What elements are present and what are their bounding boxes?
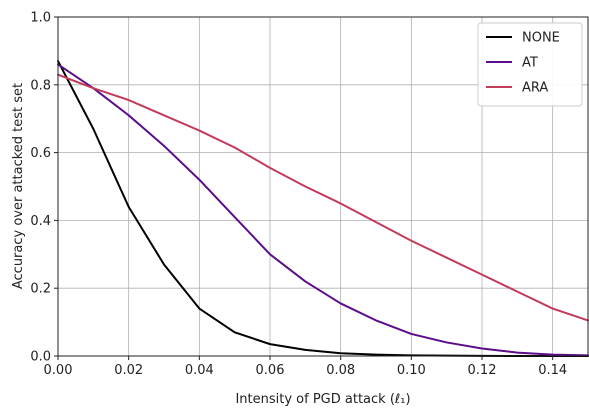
legend: NONE AT ARA <box>477 22 583 107</box>
x-tick-label: 0.14 <box>538 363 567 378</box>
series-line-at <box>57 63 589 357</box>
x-tick-label: 0.04 <box>185 363 214 378</box>
x-axis: 0.00 0.02 0.04 0.06 0.08 0.10 0.12 0.14 <box>44 356 567 378</box>
legend-box <box>477 22 583 107</box>
y-axis: 0.0 0.2 0.4 0.6 0.8 1.0 <box>30 11 58 365</box>
x-tick-label: 0.06 <box>256 363 285 378</box>
x-tick-label: 0.02 <box>114 363 143 378</box>
plot-frame <box>57 16 589 357</box>
legend-label-ara: ARA <box>522 81 548 96</box>
y-tick-label: 0.8 <box>30 78 51 93</box>
y-tick-label: 0.6 <box>30 146 51 161</box>
series-line-ara <box>57 73 589 322</box>
y-tick-label: 0.4 <box>30 214 51 229</box>
x-tick-label: 0.12 <box>468 363 497 378</box>
x-tick-label: 0.10 <box>397 363 426 378</box>
y-tick-label: 0.0 <box>30 350 51 365</box>
x-tick-label: 0.08 <box>326 363 355 378</box>
y-axis-label: Accuracy over attacked test set <box>11 83 26 289</box>
legend-label-none: NONE <box>522 31 560 46</box>
x-tick-label: 0.00 <box>44 363 73 378</box>
y-tick-label: 0.2 <box>30 282 51 297</box>
y-tick-label: 1.0 <box>30 11 51 26</box>
legend-label-at: AT <box>522 56 538 71</box>
x-axis-label: Intensity of PGD attack (ℓ₁) <box>235 392 410 407</box>
